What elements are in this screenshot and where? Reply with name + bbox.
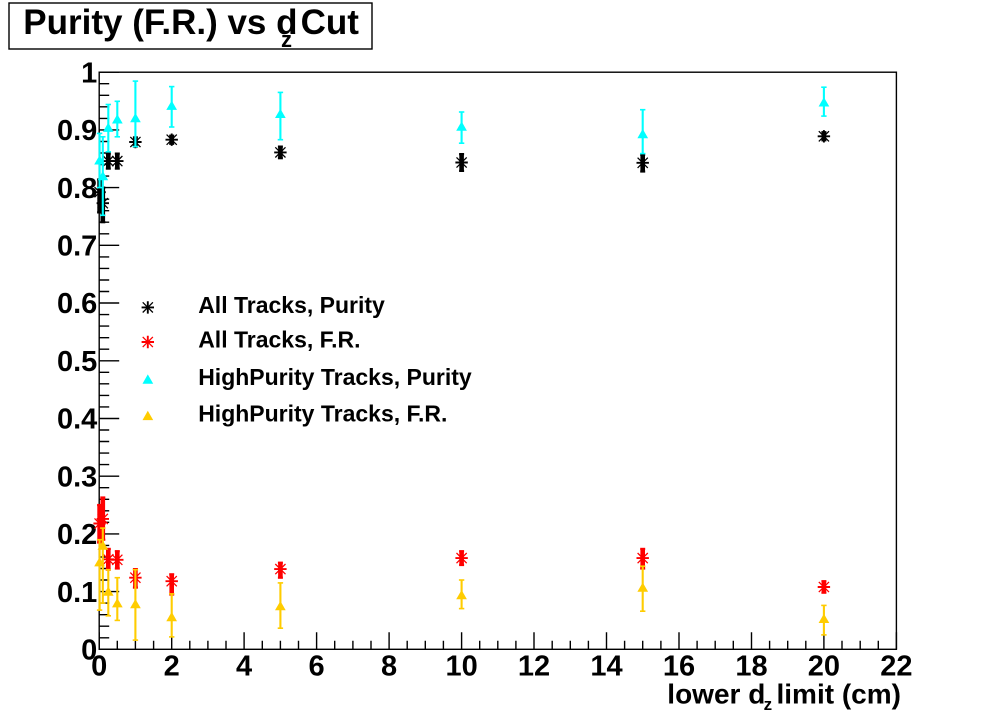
svg-text:All Tracks, Purity: All Tracks, Purity xyxy=(198,292,385,318)
svg-text:0: 0 xyxy=(91,651,107,683)
svg-text:0.7: 0.7 xyxy=(57,231,97,263)
svg-text:All Tracks, F.R.: All Tracks, F.R. xyxy=(198,327,360,353)
svg-text:0.9: 0.9 xyxy=(57,115,97,147)
svg-text:12: 12 xyxy=(518,651,550,683)
svg-text:4: 4 xyxy=(236,651,252,683)
svg-text:14: 14 xyxy=(590,651,622,683)
svg-text:z: z xyxy=(764,695,773,714)
svg-text:lower d: lower d xyxy=(667,678,765,709)
svg-text:0.5: 0.5 xyxy=(57,346,97,378)
svg-text:0.1: 0.1 xyxy=(57,577,97,609)
svg-text:2: 2 xyxy=(164,651,180,683)
svg-text:10: 10 xyxy=(445,651,477,683)
svg-text:Cut: Cut xyxy=(301,3,360,42)
svg-text:6: 6 xyxy=(309,651,325,683)
svg-text:0: 0 xyxy=(81,635,97,667)
svg-text:20: 20 xyxy=(808,651,840,683)
svg-text:22: 22 xyxy=(880,651,912,683)
svg-text:HighPurity Tracks, F.R.: HighPurity Tracks, F.R. xyxy=(198,400,447,426)
svg-text:z: z xyxy=(281,27,292,52)
svg-text:1: 1 xyxy=(81,57,97,89)
svg-text:16: 16 xyxy=(663,651,695,683)
svg-text:HighPurity Tracks, Purity: HighPurity Tracks, Purity xyxy=(198,364,472,390)
svg-text:0.4: 0.4 xyxy=(57,404,97,436)
svg-text:Purity (F.R.) vs d: Purity (F.R.) vs d xyxy=(23,3,297,42)
svg-text:limit (cm): limit (cm) xyxy=(777,678,901,709)
svg-text:0.8: 0.8 xyxy=(57,173,97,205)
svg-text:0.3: 0.3 xyxy=(57,461,97,493)
svg-text:0.2: 0.2 xyxy=(57,519,97,551)
svg-text:8: 8 xyxy=(381,651,397,683)
svg-text:0.6: 0.6 xyxy=(57,288,97,320)
svg-text:18: 18 xyxy=(735,651,767,683)
